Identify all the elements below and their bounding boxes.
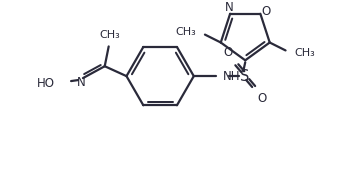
Text: CH₃: CH₃	[295, 48, 315, 58]
Text: O: O	[224, 46, 233, 59]
Text: HO: HO	[37, 76, 55, 89]
Text: S: S	[239, 69, 249, 84]
Text: O: O	[257, 92, 267, 105]
Text: NH: NH	[222, 70, 240, 83]
Text: O: O	[262, 5, 271, 18]
Text: N: N	[225, 1, 234, 14]
Text: N: N	[77, 76, 85, 89]
Text: CH₃: CH₃	[99, 29, 120, 40]
Text: CH₃: CH₃	[175, 27, 196, 37]
